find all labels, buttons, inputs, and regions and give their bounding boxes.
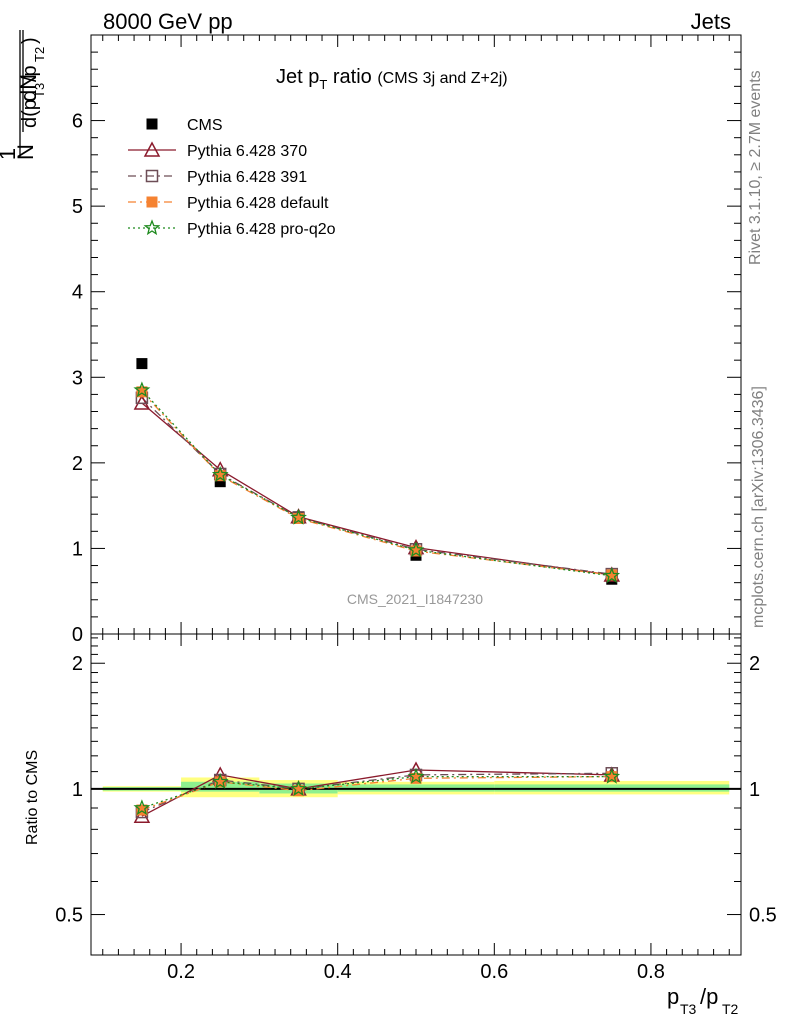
data-point	[136, 804, 148, 816]
data-point	[214, 476, 226, 488]
data-point	[606, 569, 618, 581]
series-line	[141, 391, 612, 576]
x-tick-label: 0.4	[324, 961, 352, 983]
legend-marker	[146, 118, 158, 130]
ratio-y-tick-label-right: 1	[749, 779, 760, 801]
data-point	[290, 780, 307, 797]
data-point	[211, 772, 229, 789]
legend-label: Pythia 6.428 370	[187, 143, 307, 160]
legend-label: Pythia 6.428 391	[187, 169, 307, 186]
x-axis-label: p T3 /p T2	[667, 984, 739, 1017]
data-point	[136, 386, 148, 398]
ratio-y-label: Ratio to CMS	[24, 750, 41, 845]
svg-text:d(p: d(p	[19, 99, 41, 128]
svg-text:p: p	[667, 984, 679, 1009]
ratio-y-tick-label: 1	[72, 779, 83, 801]
legend-label: Pythia 6.428 default	[187, 195, 329, 212]
svg-text:T3: T3	[680, 1001, 697, 1017]
y-axis-label: 1 N dN d(p T3 /p T2 )	[0, 30, 47, 160]
data-point	[293, 512, 305, 524]
rivet-label: Rivet 3.1.10, ≥ 2.7M events	[747, 70, 764, 265]
y-tick-label: 3	[72, 367, 83, 389]
data-point	[603, 566, 621, 583]
data-point	[407, 767, 425, 784]
y-tick-label: 5	[72, 196, 83, 218]
y-tick-label: 4	[72, 282, 83, 304]
data-point	[133, 394, 151, 410]
data-point	[410, 545, 422, 557]
legend-label: CMS	[187, 117, 223, 134]
plot-title: Jet pT ratio (CMS 3j and Z+2j)	[276, 66, 508, 92]
series-line	[141, 389, 612, 577]
svg-text:Jet pT ratio (CMS 3j and Z+2j): Jet pT ratio (CMS 3j and Z+2j)	[276, 66, 508, 92]
y-tick-label: 2	[72, 453, 83, 475]
svg-text:T3: T3	[32, 83, 47, 98]
svg-text:1: 1	[0, 148, 20, 160]
ratio-y-tick-label-right: 2	[749, 653, 760, 675]
svg-text:/p: /p	[700, 984, 718, 1009]
data-point	[290, 508, 307, 525]
x-tick-label: 0.6	[480, 961, 508, 983]
data-point	[214, 470, 226, 482]
data-point	[211, 465, 229, 482]
series-line	[141, 402, 612, 576]
y-tick-label: 6	[72, 111, 83, 133]
data-point	[407, 541, 425, 558]
svg-text:/p: /p	[19, 65, 41, 82]
ratio-y-tick-label: 0.5	[55, 905, 83, 927]
data-point	[606, 771, 618, 783]
watermark: CMS_2021_I1847230	[347, 591, 483, 607]
ratio-y-tick-label: 2	[72, 653, 83, 675]
y-tick-label: 0	[72, 624, 83, 646]
svg-text:dN: dN	[16, 74, 41, 102]
svg-text:T2: T2	[722, 1001, 739, 1017]
data-point	[136, 358, 148, 370]
legend-marker	[146, 196, 158, 208]
y-tick-label: 1	[72, 538, 83, 560]
legend-marker	[143, 219, 161, 236]
data-point	[214, 776, 226, 788]
data-point	[133, 807, 151, 823]
data-point	[410, 772, 422, 784]
data-point	[133, 381, 151, 398]
x-tick-label: 0.8	[637, 961, 665, 983]
data-point	[603, 767, 621, 784]
series-line	[141, 397, 612, 575]
ratio-y-tick-label-right: 0.5	[749, 905, 777, 927]
legend-label: Pythia 6.428 pro-q2o	[187, 221, 336, 238]
header-left: 8000 GeV pp	[103, 9, 233, 34]
svg-text:T2: T2	[32, 47, 47, 62]
svg-text:): )	[19, 37, 41, 44]
data-point	[293, 785, 305, 797]
header-right: Jets	[691, 9, 731, 34]
legend-marker	[145, 169, 159, 183]
legend-marker	[143, 141, 161, 157]
svg-text:N: N	[13, 144, 38, 160]
mcplots-label: mcplots.cern.ch [arXiv:1306.3436]	[750, 386, 767, 628]
data-point	[133, 799, 151, 816]
x-tick-label: 0.2	[167, 961, 195, 983]
